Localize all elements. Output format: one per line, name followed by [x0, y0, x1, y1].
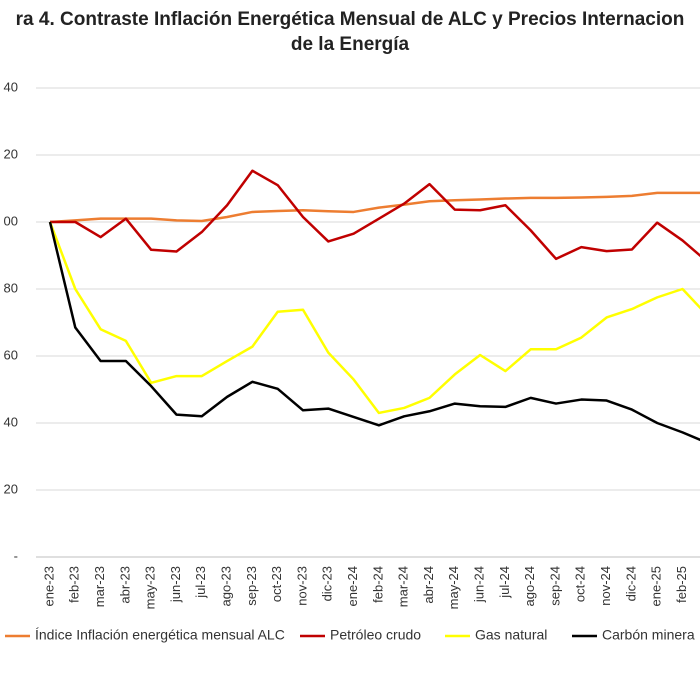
x-tick-label: nov-24	[598, 566, 613, 606]
x-tick-label: jun-24	[472, 566, 487, 603]
x-tick-label: jun-23	[168, 566, 183, 603]
y-tick-label: 40	[4, 79, 18, 94]
y-tick-label: 00	[4, 213, 18, 228]
x-tick-label: ene-24	[345, 566, 360, 606]
x-tick-label: mar-24	[396, 566, 411, 607]
series-line	[49, 191, 700, 224]
x-tick-label: feb-24	[370, 566, 385, 603]
chart-title: ra 4. Contraste Inflación Energética Men…	[16, 9, 685, 30]
y-tick-label: 40	[4, 414, 18, 429]
series-line	[50, 169, 700, 261]
y-tick-label: -	[14, 548, 18, 563]
legend-label: Gas natural	[475, 627, 547, 643]
y-tick-label: 60	[4, 347, 18, 362]
x-tick-label: may-24	[446, 566, 461, 609]
x-tick-label: nov-23	[294, 566, 309, 606]
x-tick-label: sep-24	[547, 566, 562, 606]
x-tick-label: feb-25	[674, 566, 689, 603]
x-tick-label: ago-23	[219, 566, 234, 606]
x-tick-label: may-23	[143, 566, 158, 609]
legend-label: Índice Inflación energética mensual ALC	[35, 627, 285, 643]
x-tick-label: oct-23	[269, 566, 284, 602]
x-tick-label: ene-23	[41, 566, 56, 606]
y-tick-label: 80	[4, 280, 18, 295]
chart-subtitle: de la Energía	[291, 34, 410, 55]
x-tick-label: abr-23	[117, 566, 132, 604]
x-tick-label: abr-24	[421, 566, 436, 604]
y-tick-label: 20	[4, 146, 18, 161]
legend-label: Petróleo crudo	[330, 627, 421, 643]
x-tick-label: mar-23	[92, 566, 107, 607]
x-tick-label: ene-25	[649, 566, 664, 606]
y-tick-label: 20	[4, 481, 18, 496]
x-tick-label: dic-24	[623, 566, 638, 601]
x-tick-label: jul-24	[497, 566, 512, 599]
x-tick-label: ago-24	[522, 566, 537, 606]
x-tick-label: dic-23	[320, 566, 335, 601]
series-line	[48, 221, 700, 415]
x-tick-label: sep-23	[244, 566, 259, 606]
series-line	[48, 221, 700, 442]
x-tick-label: oct-24	[573, 566, 588, 602]
x-tick-label: feb-23	[67, 566, 82, 603]
x-tick-label: jul-23	[193, 566, 208, 599]
legend-label: Carbón minera	[602, 627, 695, 643]
